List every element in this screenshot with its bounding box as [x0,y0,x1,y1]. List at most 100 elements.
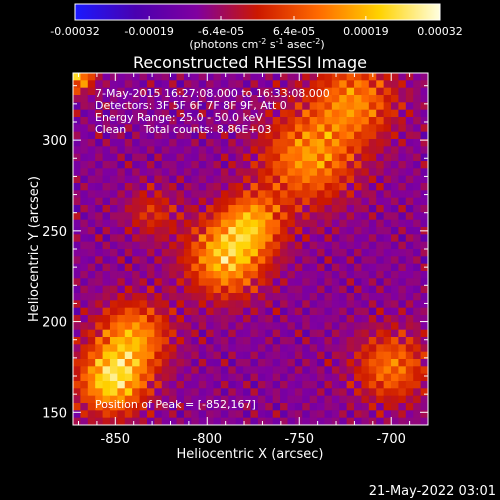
heatmap-cell [250,293,259,301]
heatmap-cell [376,131,385,140]
heatmap-cell [302,322,311,331]
heatmap-cell [383,263,392,272]
heatmap-cell [102,241,111,250]
heatmap-cell [73,315,81,323]
heatmap-cell [361,131,370,140]
heatmap-cell [317,175,325,184]
heatmap-cell [161,285,170,294]
heatmap-cell [354,183,362,191]
heatmap-cell [124,271,133,279]
heatmap-cell [235,190,244,199]
heatmap-cell [309,80,318,89]
heatmap-cell [287,109,296,118]
heatmap-cell [154,168,163,177]
heatmap-cell [272,315,281,323]
heatmap-cell [309,366,318,375]
heatmap-cell [287,263,296,272]
heatmap-cell [420,131,429,140]
heatmap-cell [405,300,414,309]
heatmap-cell [398,359,407,367]
heatmap-cell [280,168,288,177]
heatmap-cell [213,388,222,397]
heatmap-cell [257,95,266,103]
heatmap-cell [324,241,333,250]
heatmap-cell [368,381,377,389]
heatmap-cell [146,183,155,191]
heatmap-cell [257,124,266,133]
heatmap-cell [102,146,111,155]
heatmap-cell [294,183,303,191]
heatmap-cell [287,73,296,81]
heatmap-cell [346,417,355,426]
heatmap-cell [287,322,296,331]
heatmap-cell [154,344,163,353]
heatmap-cell [265,285,274,294]
heatmap-cell [420,146,429,155]
heatmap-cell [176,322,185,331]
heatmap-cell [191,109,200,118]
heatmap-cell [213,139,222,147]
heatmap-cell [191,271,200,279]
heatmap-cell [280,124,288,133]
heatmap-cell [346,139,355,147]
heatmap-cell [280,300,288,309]
heatmap-cell [383,417,392,426]
heatmap-cell [154,322,163,331]
heatmap-cell [169,388,178,397]
heatmap-cell [405,381,414,389]
heatmap-cell [87,388,96,397]
heatmap-cell [198,381,207,389]
heatmap-cell [146,344,155,353]
heatmap-cell [339,293,348,301]
heatmap-cell [294,271,303,279]
heatmap-cell [191,285,200,294]
heatmap-cell [139,168,148,177]
heatmap-cell [95,190,104,199]
heatmap-cell [346,410,355,419]
heatmap-cell [117,109,126,118]
heatmap-cell [235,183,244,191]
heatmap-cell [176,168,185,177]
heatmap-cell [117,278,126,287]
heatmap-cell [161,344,170,353]
heatmap-cell [391,102,399,111]
heatmap-cell [368,183,377,191]
heatmap-cell [398,249,407,257]
heatmap-cell [73,344,81,353]
heatmap-cell [265,307,274,316]
heatmap-cell [206,234,215,243]
heatmap-cell [405,131,414,140]
heatmap-cell [250,366,259,375]
heatmap-cell [206,278,215,287]
heatmap-cell [302,344,311,353]
heatmap-cell [272,351,281,360]
heatmap-cell [346,322,355,331]
heatmap-cell [339,212,348,221]
heatmap-cell [169,351,178,360]
y-tick-label: 250 [42,225,67,240]
heatmap-cell [398,80,407,89]
heatmap-cell [376,395,385,404]
heatmap-cell [161,234,170,243]
heatmap-cell [183,285,192,294]
heatmap-cell [287,183,296,191]
heatmap-cell [272,190,281,199]
heatmap-cell [391,153,399,162]
heatmap-cell [213,219,222,228]
x-tick-label: -750 [284,432,314,447]
heatmap-cell [80,241,89,250]
heatmap-cell [398,175,407,184]
heatmap-cell [309,278,318,287]
heatmap-cell [206,183,215,191]
heatmap-cell [183,329,192,338]
heatmap-cell [117,219,126,228]
heatmap-cell [405,205,414,213]
heatmap-cell [124,153,133,162]
heatmap-cell [346,117,355,125]
heatmap-cell [376,263,385,272]
heatmap-cell [132,241,141,250]
heatmap-cell [176,219,185,228]
heatmap-cell [391,241,399,250]
heatmap-cell [413,139,422,147]
heatmap-cell [280,373,288,382]
